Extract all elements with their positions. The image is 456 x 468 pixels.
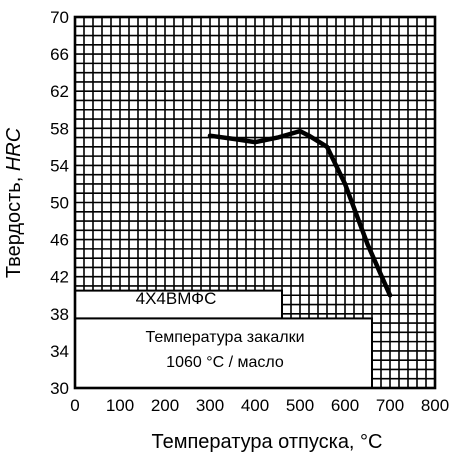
steel-grade-label: 4Х4ВМФС — [136, 289, 217, 308]
y-tick-label: 46 — [50, 231, 69, 250]
y-tick-label: 62 — [50, 82, 69, 101]
x-axis-label: Температура отпуска, °C — [151, 431, 382, 453]
y-axis-label-prefix: Твердость, — [3, 171, 25, 278]
x-tick-label: 600 — [331, 396, 359, 415]
y-tick-label: 54 — [50, 156, 69, 175]
x-tick-label: 500 — [286, 396, 314, 415]
quench-medium-label: 1060 °С / масло — [166, 354, 284, 371]
x-tick-label: 0 — [70, 396, 79, 415]
y-tick-label: 70 — [50, 8, 69, 27]
y-axis-label-unit: HRC — [3, 127, 25, 171]
y-tick-label: 38 — [50, 305, 69, 324]
x-tick-label: 300 — [196, 396, 224, 415]
x-tick-labels: 0 100 200 300 400 500 600 700 800 — [70, 396, 449, 415]
y-tick-label: 66 — [50, 45, 69, 64]
y-tick-label: 30 — [50, 379, 69, 398]
quench-temperature-label: Температура закалки — [145, 329, 304, 346]
x-tick-label: 400 — [241, 396, 269, 415]
y-tick-label: 34 — [50, 342, 69, 361]
x-tick-label: 200 — [151, 396, 179, 415]
y-tick-label: 42 — [50, 268, 69, 287]
y-tick-label: 50 — [50, 194, 69, 213]
y-axis-label: Твердость, HRC — [3, 127, 25, 278]
x-tick-label: 100 — [106, 396, 134, 415]
y-tick-label: 58 — [50, 119, 69, 138]
x-tick-label: 800 — [421, 396, 449, 415]
x-tick-label: 700 — [376, 396, 404, 415]
